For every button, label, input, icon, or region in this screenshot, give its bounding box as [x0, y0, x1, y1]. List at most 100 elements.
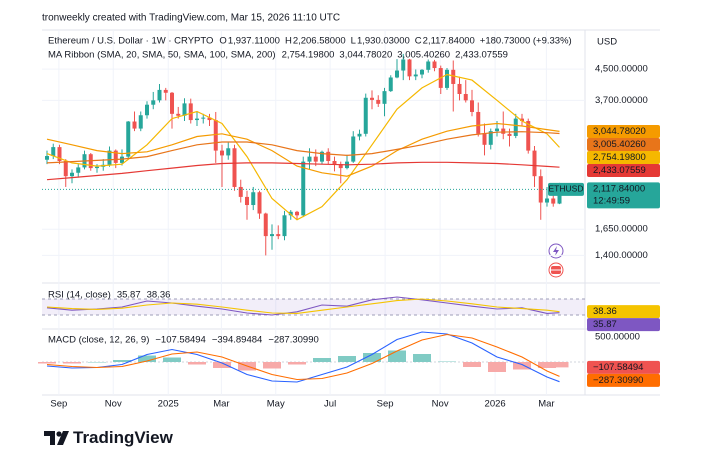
legend-text: 2,754.19800: [282, 50, 335, 61]
candle-body: [395, 70, 399, 78]
x-tick-label: Mar: [213, 399, 229, 410]
price-tag-label: −107.58494: [593, 362, 643, 373]
candle-body: [445, 69, 449, 88]
candle-body: [501, 128, 506, 134]
histogram-bar: [288, 362, 306, 365]
candle-body: [307, 156, 312, 162]
candle-body: [507, 133, 512, 136]
legend-text: −107.58494: [155, 335, 205, 346]
candle-body: [401, 59, 406, 71]
price-tag: [587, 305, 660, 319]
price-tag: [587, 163, 660, 177]
price-tag-label: 3,005.40260: [593, 139, 646, 150]
candle-body: [357, 133, 362, 137]
pane-title: RSI (14, close): [48, 290, 111, 301]
histogram-bar: [213, 362, 231, 368]
legend-text: 1,930.03000: [357, 36, 410, 47]
candle-body: [495, 128, 499, 132]
candle-body: [201, 117, 206, 119]
candle-body: [451, 69, 456, 84]
candle-body: [470, 100, 474, 112]
candle-body: [426, 61, 431, 70]
y-tick-label: 4,500.00000: [595, 64, 648, 75]
x-tick-label: Sep: [377, 399, 394, 410]
candle-body: [320, 151, 324, 162]
candle-body: [188, 103, 193, 121]
legend-text: −394.89484: [212, 335, 262, 346]
candle-body: [457, 83, 462, 95]
price-tag-label: −287.30990: [593, 375, 643, 386]
candle-body: [107, 150, 112, 165]
candle-body: [513, 118, 518, 136]
icon: [553, 246, 559, 256]
ma-line: [46, 131, 560, 164]
rsi-line: [46, 298, 560, 314]
histogram-bar: [138, 355, 156, 362]
candle-body: [207, 117, 212, 121]
candle-body: [282, 215, 287, 237]
price-tag: [587, 373, 660, 387]
histogram-bar: [363, 353, 381, 362]
y-tick-label: 1,400.00000: [595, 250, 648, 261]
price-tag-label: 3,044.78020: [593, 126, 646, 137]
chart-title: Ethereum / U.S. Dollar · 1W · CRYPTO: [48, 36, 213, 47]
candle-body: [413, 74, 418, 77]
candle-body: [557, 189, 562, 204]
price-tag-label: 2,433.07559: [593, 165, 646, 176]
candle-body: [482, 133, 487, 145]
price-tag: [587, 124, 660, 138]
legend-text: O: [219, 36, 226, 47]
x-tick-label: Sep: [50, 399, 67, 410]
logo-shape: [56, 431, 62, 437]
histogram-bar: [463, 362, 481, 367]
candle-body: [257, 192, 262, 214]
candle-body: [332, 160, 337, 165]
overlay-title: MA Ribbon (SMA, 20, SMA, 50, SMA, 100, S…: [48, 50, 276, 61]
legend-text: 3,005.40260: [397, 50, 450, 61]
x-tick-label: May: [267, 399, 285, 410]
histogram-bar: [338, 356, 356, 362]
histogram-bar: [188, 362, 206, 365]
candle-body: [95, 166, 99, 169]
histogram-bar: [38, 362, 56, 364]
candle-body: [57, 147, 62, 161]
candle-body: [276, 234, 281, 237]
candle-body: [132, 121, 137, 129]
symbol-label: ETHUSD: [549, 184, 584, 194]
legend-text: H: [285, 36, 292, 47]
candle-body: [545, 198, 549, 203]
legend-text: +180.73000 (+9.33%): [480, 36, 572, 47]
candle-body: [251, 192, 256, 206]
candle-body: [551, 198, 556, 204]
alert-icons: [548, 243, 564, 278]
histogram-bar: [513, 362, 531, 370]
candle-body: [70, 172, 74, 177]
candle-body: [145, 104, 149, 116]
candle-body: [351, 136, 356, 162]
legend-text: 35.87: [117, 290, 141, 301]
candle-body: [238, 186, 243, 197]
legend-text: 2,433.07559: [455, 50, 508, 61]
legend-text: 2,206.58000: [293, 36, 346, 47]
rsi-line: [46, 296, 560, 316]
candle-body: [382, 91, 387, 104]
candle-body: [226, 148, 231, 156]
candle-body: [288, 211, 293, 216]
candle-body: [463, 94, 468, 101]
ma-line: [46, 122, 560, 177]
currency: USD: [597, 37, 617, 48]
legend-text: 38.36: [147, 290, 171, 301]
candle-body: [313, 156, 318, 162]
y-tick-label: 3,700.00000: [595, 95, 648, 106]
candle-body: [376, 99, 381, 104]
candle-body: [157, 89, 162, 101]
histogram-bar: [438, 361, 456, 362]
histogram-bar: [413, 354, 431, 362]
candle-body: [45, 156, 49, 160]
logo-shape: [44, 431, 55, 445]
candle-body: [176, 113, 181, 116]
candle-body: [182, 103, 187, 116]
candle-body: [488, 131, 493, 145]
